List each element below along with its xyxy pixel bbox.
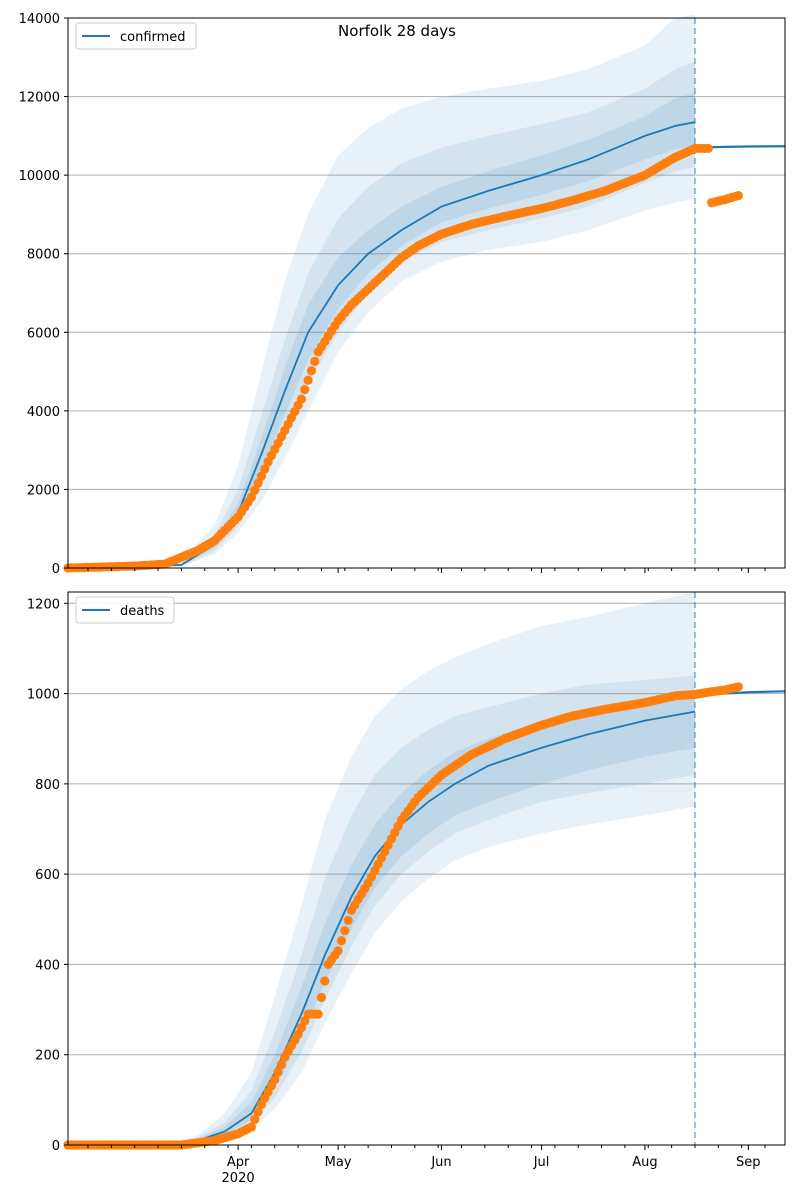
observed-point	[306, 366, 317, 376]
observed-point	[260, 464, 270, 474]
y-tick-label: 0	[52, 562, 60, 577]
y-tick-label: 400	[35, 958, 60, 973]
x-tick-label: Aug	[632, 1155, 657, 1170]
observed-point	[333, 946, 343, 956]
middle-band	[68, 61, 695, 568]
legend-label: confirmed	[120, 30, 186, 45]
y-tick-label: 600	[35, 868, 60, 883]
x-tick-label: Apr	[227, 1155, 250, 1170]
x-tick-label: May	[325, 1155, 352, 1170]
y-tick-label: 2000	[27, 483, 60, 498]
figure-title: Norfolk 28 days	[338, 22, 456, 40]
y-tick-label: 200	[35, 1049, 60, 1064]
outer-band	[68, 14, 695, 569]
x-tick-label: Sep	[736, 1155, 761, 1170]
observed-point	[316, 992, 327, 1003]
x-tick-label: Jul	[533, 1155, 550, 1170]
observed-point	[703, 143, 713, 154]
x-tick-label: 2020	[222, 1171, 255, 1186]
y-tick-label: 800	[35, 778, 60, 793]
observed-point	[336, 936, 347, 946]
y-tick-label: 14000	[19, 12, 60, 27]
axes-frame	[67, 17, 786, 569]
model-line	[68, 710, 696, 1146]
observed-point	[303, 375, 313, 385]
y-tick-label: 0	[52, 1139, 60, 1154]
legend: deaths	[75, 596, 175, 624]
y-tick-label: 10000	[19, 169, 60, 184]
middle-band	[68, 675, 695, 1145]
legend-label: deaths	[120, 604, 165, 619]
observed-point	[246, 492, 257, 502]
y-tick-label: 12000	[19, 91, 60, 106]
observed-point	[250, 485, 260, 495]
observed-point	[256, 471, 267, 481]
observed-point	[253, 478, 263, 488]
y-tick-label: 8000	[27, 248, 60, 263]
observed-point	[320, 976, 330, 986]
observed-point	[270, 1074, 280, 1085]
axes-frame	[67, 591, 786, 1146]
observed-point	[313, 1009, 323, 1019]
observed-point	[246, 1122, 257, 1132]
observed-point	[733, 190, 743, 201]
observed-point	[276, 1059, 287, 1070]
inner-band	[68, 698, 695, 1145]
legend-box	[75, 596, 175, 624]
observed-point	[300, 385, 310, 395]
y-tick-label: 4000	[27, 405, 60, 420]
confirmed-panel: 0 2000 4000 6000 8000 10000 12000 14000 confirme…	[19, 12, 786, 577]
observed-point	[340, 925, 350, 936]
legend: confirmed	[75, 22, 197, 50]
y-tick-label: 1000	[27, 688, 60, 703]
x-tick-label: Jun	[430, 1155, 451, 1170]
observed-point	[250, 1114, 260, 1125]
observed-point	[296, 394, 307, 404]
observed-point	[273, 1067, 283, 1077]
observed-point	[343, 915, 353, 926]
y-tick-label: 6000	[27, 326, 60, 341]
y-tick-label: 1200	[27, 597, 60, 612]
observed-point	[733, 682, 743, 692]
observed-point	[310, 356, 320, 366]
observed-point	[253, 1107, 263, 1117]
legend-box	[75, 22, 197, 50]
